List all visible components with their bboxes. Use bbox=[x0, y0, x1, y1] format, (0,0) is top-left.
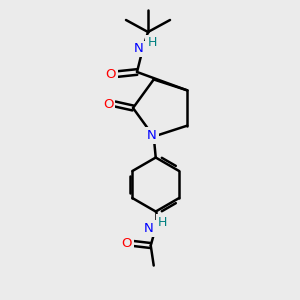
Text: N: N bbox=[147, 129, 157, 142]
Text: O: O bbox=[106, 68, 116, 80]
Text: H: H bbox=[147, 37, 157, 50]
Text: N: N bbox=[144, 222, 154, 235]
Text: O: O bbox=[103, 98, 113, 110]
Text: O: O bbox=[122, 237, 132, 250]
Text: N: N bbox=[134, 43, 144, 56]
Text: H: H bbox=[158, 216, 167, 229]
